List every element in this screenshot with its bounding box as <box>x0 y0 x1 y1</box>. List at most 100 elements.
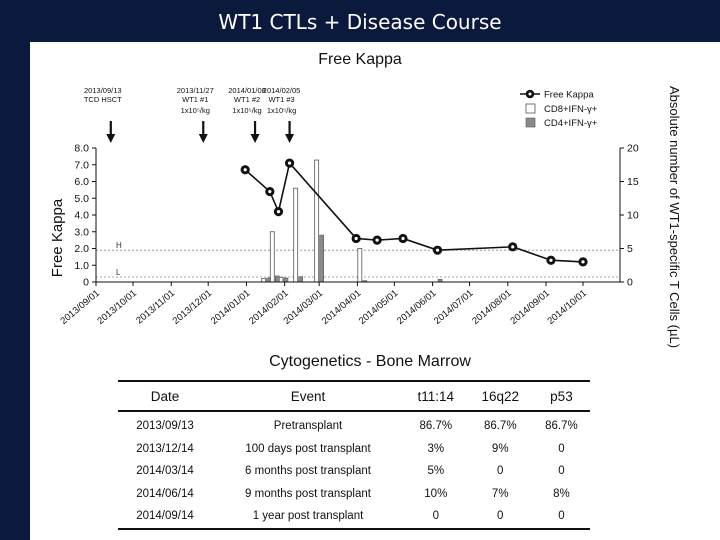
free-kappa-point-center <box>268 189 272 194</box>
cytogenetics-table: Date Event t11:14 16q22 p53 2013/09/13 P… <box>118 380 590 530</box>
cell-p53: 0 <box>532 505 590 530</box>
y-tick-label: 7.0 <box>74 159 89 171</box>
legend-label-cd4: CD4+IFN-γ+ <box>544 118 598 129</box>
column-header-date: Date <box>118 380 212 412</box>
cell-16q22: 86.7% <box>483 420 517 433</box>
cell-t11-14: 5% <box>427 465 445 478</box>
x-tick-label: 2014/01/01 <box>209 288 252 327</box>
cell-t11-14: 86.7% <box>419 420 453 433</box>
cell-16q22: 0 <box>467 505 533 530</box>
table-row: 2014/09/14 1 year post transplant 0 0 0 <box>118 505 590 530</box>
bar-cd4 <box>266 277 271 283</box>
x-tick-label: 2014/07/01 <box>432 288 475 327</box>
column-header-t11-14: t11:14 <box>404 380 468 412</box>
event-date-label: 2013/11/27 <box>177 86 214 95</box>
cell-p53: 8% <box>553 487 570 500</box>
free-kappa-point-center <box>435 248 440 252</box>
bar-cd4 <box>319 234 324 283</box>
y-tick-label: 3.0 <box>74 226 89 238</box>
cell-p53: 0 <box>558 465 565 478</box>
x-tick-label: 2013/12/01 <box>171 288 214 327</box>
legend-label-cd8: CD8+IFN-γ+ <box>544 104 598 115</box>
event-dose-label: 1x10⁵/kg <box>267 106 296 115</box>
bar-cd4 <box>283 277 289 283</box>
table-row: 2013/09/13 Pretransplant 86.7% 86.7% 86.… <box>118 411 590 438</box>
free-kappa-point-center <box>401 236 405 241</box>
bar-cd8 <box>314 159 320 283</box>
cell-16q22: 9% <box>491 442 509 455</box>
free-kappa-point-center <box>354 236 358 241</box>
cell-t11-14: 0 <box>404 505 468 530</box>
free-kappa-point-center <box>549 258 553 262</box>
event-arrow-head <box>198 134 208 143</box>
cell-p53: 0 <box>558 442 565 455</box>
reference-line-label: H <box>116 241 122 250</box>
cell-16q22: 0 <box>497 465 504 478</box>
table-row: 2013/12/14 100 days post transplant 3% 9… <box>118 438 590 461</box>
event-name-label: TCD HSCT <box>84 95 122 104</box>
table-header-row: Date Event t11:14 16q22 p53 <box>118 380 590 412</box>
legend-label-free-kappa: Free Kappa <box>544 90 594 101</box>
free-kappa-point-center <box>287 161 292 165</box>
cell-t11-14: 3% <box>427 442 445 455</box>
content-panel: Free Kappa Free Kappa Absolute number of… <box>30 42 720 540</box>
event-arrow-head <box>250 134 260 143</box>
column-header-event: Event <box>212 380 404 412</box>
free-kappa-point-center <box>375 238 379 242</box>
cytogenetics-title: Cytogenetics - Bone Marrow <box>269 353 471 370</box>
x-tick-label: 2014/10/01 <box>545 288 588 327</box>
event-name-label: WT1 #1 <box>182 95 208 104</box>
free-kappa-point-center <box>581 260 585 264</box>
cell-event: 100 days post transplant <box>245 442 371 455</box>
x-tick-label: 2013/09/01 <box>58 288 101 327</box>
table-row: 2014/03/14 6 months post transplant 5% 0… <box>118 460 590 483</box>
x-tick-label: 2014/06/01 <box>395 288 438 327</box>
y-axis-label: Free Kappa <box>49 198 66 277</box>
free-kappa-point-center <box>511 245 515 249</box>
event-arrow-head <box>285 134 295 143</box>
event-date-label: 2014/01/08 <box>228 86 266 95</box>
bar-cd4 <box>298 276 304 283</box>
y-tick-label: 5.0 <box>74 193 89 205</box>
chart-title: Free Kappa <box>318 51 402 68</box>
column-header-p53: p53 <box>532 380 590 412</box>
cell-date: 2014/06/14 <box>136 487 194 500</box>
y2-axis-label: Absolute number of WT1-specific T Cells … <box>667 86 682 348</box>
event-date-label: 2014/02/05 <box>263 86 301 95</box>
free-kappa-chart: Free Kappa Free Kappa Absolute number of… <box>49 51 682 348</box>
bar-cd8 <box>357 248 363 283</box>
y-tick-label: 6.0 <box>74 176 89 188</box>
table-row: 2014/06/14 9 months post transplant 10% … <box>118 483 590 506</box>
y2-tick-label: 15 <box>627 176 639 188</box>
cell-date: 2013/12/14 <box>136 442 194 455</box>
event-date-label: 2013/09/13 <box>84 86 122 95</box>
event-dose-label: 1x10⁵/kg <box>232 106 261 115</box>
bar-cd8 <box>261 278 267 283</box>
x-tick-label: 2013/10/01 <box>95 288 138 327</box>
cell-event: 9 months post transplant <box>245 487 371 500</box>
legend-swatch-cd8 <box>525 103 536 114</box>
bar-cd8 <box>293 187 299 283</box>
event-dose-label: 1x10⁵/kg <box>181 106 210 115</box>
cell-date: 2014/03/14 <box>136 465 194 478</box>
legend-swatch-cd4 <box>525 117 536 128</box>
y-tick-label: 1.0 <box>74 260 89 272</box>
y-tick-label: 8.0 <box>74 143 89 155</box>
x-tick-label: 2014/05/01 <box>357 288 400 327</box>
column-header-16q22: 16q22 <box>467 380 533 412</box>
y-tick-label: 2.0 <box>74 243 89 255</box>
event-arrow-head <box>106 134 116 143</box>
cell-p53: 86.7% <box>545 420 578 433</box>
y-tick-label: 0 <box>83 277 89 289</box>
y2-tick-label: 10 <box>627 210 639 222</box>
cell-date: 2013/09/13 <box>136 420 194 433</box>
cell-event: 1 year post transplant <box>212 505 404 530</box>
reference-line-label: L <box>116 268 121 277</box>
y-tick-label: 4.0 <box>74 210 89 222</box>
cell-event: 6 months post transplant <box>245 465 371 478</box>
event-name-label: WT1 #3 <box>268 95 294 104</box>
x-tick-label: 2014/04/01 <box>320 288 363 327</box>
y2-tick-label: 20 <box>627 143 639 155</box>
x-tick-label: 2013/11/01 <box>134 288 177 327</box>
cytogenetics-title-svg: Cytogenetics - Bone Marrow <box>269 353 471 370</box>
